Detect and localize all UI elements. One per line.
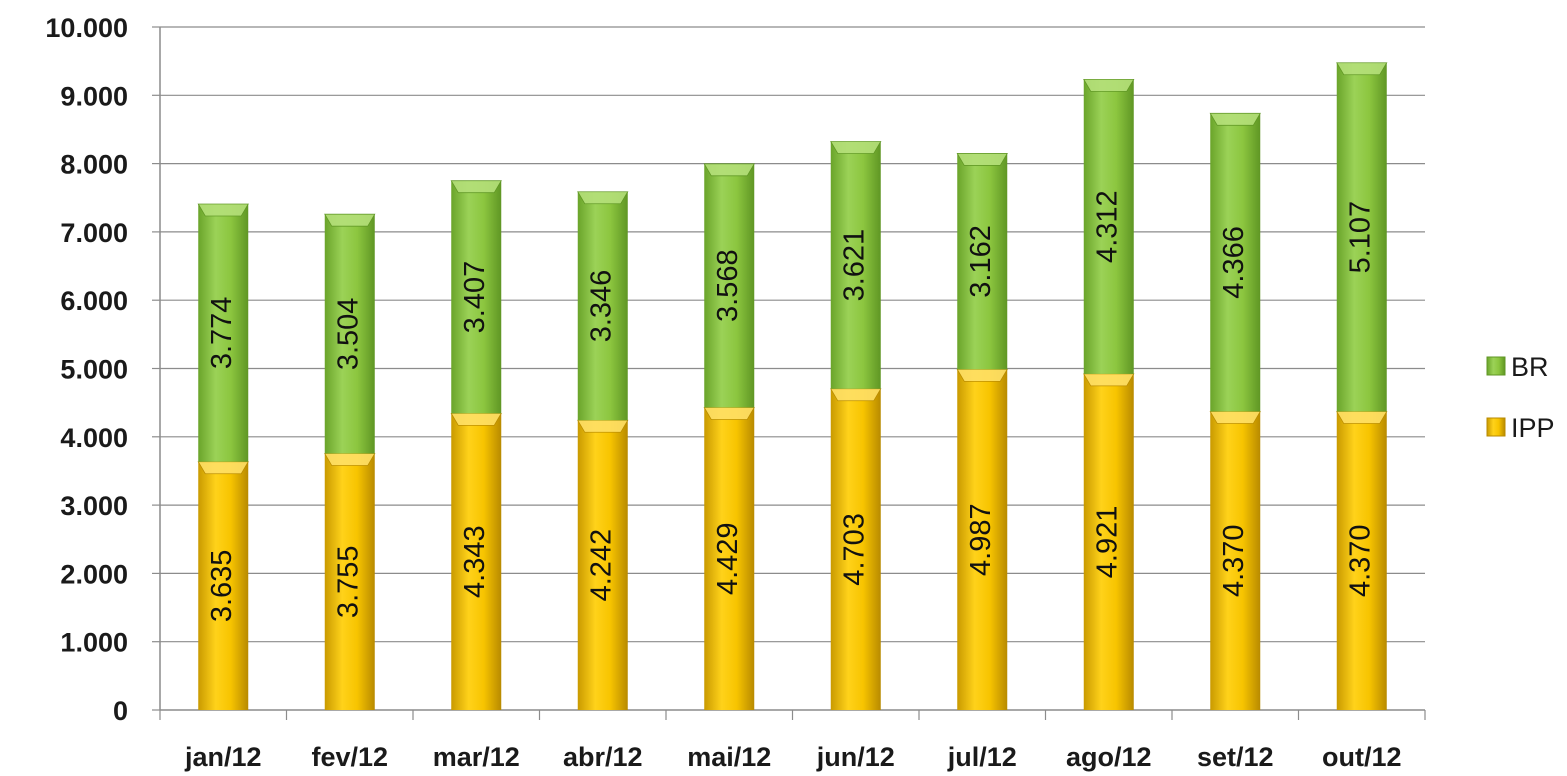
bar-ipp — [830, 388, 881, 710]
y-tick-label: 10.000 — [45, 13, 128, 43]
data-label-br: 4.312 — [1091, 190, 1123, 263]
bar-ipp — [451, 413, 502, 710]
data-label-ipp: 4.921 — [1091, 506, 1123, 579]
data-label-ipp: 4.703 — [838, 513, 870, 586]
data-label-br: 3.504 — [332, 298, 364, 371]
bar-br-cap — [830, 141, 882, 154]
bar-br-cap — [1083, 78, 1135, 92]
bar-ipp-cap — [324, 453, 376, 466]
bar-br — [704, 163, 755, 408]
data-label-br: 3.621 — [838, 229, 870, 302]
bar-br — [577, 191, 628, 421]
data-labels: 3.635 3.774 3.755 3.504 4.343 3.407 4.242 3.346… — [206, 190, 1377, 622]
bar-br — [1083, 79, 1134, 374]
data-label-br: 4.366 — [1218, 226, 1250, 299]
bars — [197, 62, 1388, 710]
data-label-ipp: 4.242 — [585, 529, 617, 602]
bar-ipp-cap — [956, 368, 1008, 382]
data-label-ipp: 3.755 — [332, 545, 364, 618]
data-label-br: 3.407 — [459, 261, 491, 334]
x-tick-label: mai/12 — [687, 742, 771, 772]
bar-ipp — [198, 461, 249, 710]
bar-ipp — [324, 453, 375, 710]
bar-ipp-cap — [1336, 411, 1388, 424]
data-label-ipp: 4.343 — [459, 525, 491, 598]
x-tick-label: out/12 — [1322, 742, 1402, 772]
data-label-ipp: 4.370 — [1344, 524, 1376, 597]
bar-br-cap — [197, 203, 249, 217]
bar-br — [198, 203, 249, 462]
y-tick-label: 4.000 — [60, 423, 128, 453]
bar-ipp — [577, 420, 628, 710]
bar-br — [830, 141, 881, 389]
y-tick-label: 8.000 — [60, 150, 128, 180]
x-tick-label: ago/12 — [1066, 742, 1152, 772]
data-label-br: 3.162 — [965, 225, 997, 298]
bar-ipp — [957, 369, 1008, 710]
data-label-br: 3.346 — [585, 270, 617, 343]
data-label-br: 3.774 — [206, 297, 238, 370]
y-tick-label: 6.000 — [60, 286, 128, 316]
data-label-ipp: 4.370 — [1218, 524, 1250, 597]
legend-swatch-br — [1486, 356, 1506, 376]
data-label-br: 3.568 — [712, 249, 744, 322]
bar-br — [957, 153, 1008, 370]
bar-br-cap — [956, 153, 1008, 166]
bar-br — [324, 214, 375, 454]
bar-br — [451, 180, 502, 414]
bar-br-cap — [450, 180, 502, 194]
bar-ipp-cap — [1209, 411, 1261, 424]
x-tick-label: abr/12 — [563, 742, 643, 772]
y-tick-label: 5.000 — [60, 355, 128, 385]
data-label-br: 5.107 — [1344, 201, 1376, 274]
x-tick-label: mar/12 — [433, 742, 520, 772]
bar-ipp — [1336, 411, 1387, 710]
y-tick-label: 3.000 — [60, 491, 128, 521]
bar-ipp-cap — [1083, 373, 1135, 387]
legend-swatch-ipp — [1486, 417, 1506, 437]
bar-br-cap — [577, 191, 629, 205]
legend: BR IPP — [1486, 352, 1555, 443]
bar-ipp-cap — [703, 407, 755, 420]
bar-br-cap — [1336, 62, 1388, 76]
y-tick-label: 2.000 — [60, 559, 128, 589]
data-label-ipp: 4.429 — [712, 522, 744, 595]
data-label-ipp: 4.987 — [965, 503, 997, 576]
x-tick-label: fev/12 — [311, 742, 388, 772]
axes: 0 1.000 2.000 3.000 4.000 5.000 6.000 7.000 8.00… — [45, 13, 1426, 772]
x-tick-label: jun/12 — [816, 742, 895, 772]
y-tick-label: 0 — [113, 696, 128, 726]
bar-ipp — [704, 407, 755, 710]
bar-br-cap — [1209, 112, 1261, 126]
legend-label-ipp: IPP — [1511, 413, 1555, 443]
y-tick-label: 1.000 — [60, 628, 128, 658]
x-tick-label: jan/12 — [184, 742, 262, 772]
bar-ipp-cap — [830, 388, 882, 402]
x-tick-label: jul/12 — [947, 742, 1017, 772]
bar-ipp-cap — [197, 461, 249, 475]
bar-ipp — [1083, 373, 1134, 710]
bar-br — [1210, 113, 1261, 412]
bar-ipp — [1210, 411, 1261, 710]
data-label-ipp: 3.635 — [206, 550, 238, 623]
y-tick-label: 9.000 — [60, 81, 128, 111]
bar-br — [1336, 62, 1387, 412]
bar-br-cap — [703, 163, 755, 177]
legend-label-br: BR — [1511, 352, 1549, 382]
bar-br-cap — [324, 213, 376, 227]
y-tick-label: 7.000 — [60, 218, 128, 248]
x-tick-label: set/12 — [1197, 742, 1274, 772]
bar-ipp-cap — [577, 419, 629, 433]
bar-ipp-cap — [450, 412, 502, 426]
